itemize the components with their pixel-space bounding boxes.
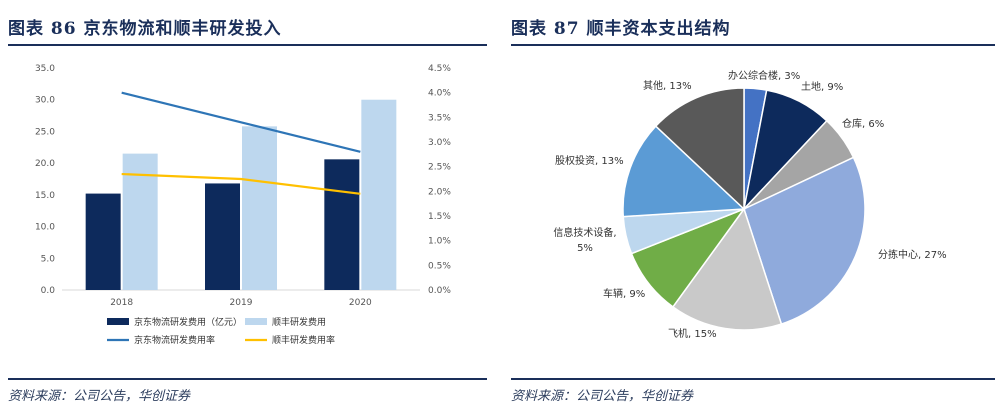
pie-slice-label: 其他, 13%: [643, 79, 692, 92]
left-chart-title: 图表 86 京东物流和顺丰研发投入: [8, 19, 282, 39]
jd-rd-expense-bar: [85, 193, 121, 290]
pie-slice: [743, 156, 866, 326]
left-chart-panel: 图表 86 京东物流和顺丰研发投入 0.0 5.0 10.0 15.0 20.0 25.0…: [0, 0, 487, 420]
sf-rd-expense-bar: [361, 99, 397, 290]
pie-slice-label: 车辆, 9%: [603, 287, 645, 300]
legend-swatch-sf-bar: [245, 318, 267, 325]
sf-rd-expense-bar: [242, 126, 277, 291]
legend-label-sf-line: 顺丰研发费用率: [272, 334, 335, 346]
x-axis-category-label: 2020: [349, 298, 372, 308]
x-axis-category-label: 2019: [230, 298, 253, 308]
legend-label-sf-bar: 顺丰研发费用: [272, 316, 326, 328]
rd-bar-line-chart: 0.0 5.0 10.0 15.0 20.0 25.0 30.0 35.0 0.0% 0.5% 1.…: [35, 64, 451, 346]
right-axis-tick-label: 0.0%: [428, 286, 451, 296]
left-axis-tick-label: 5.0: [41, 254, 56, 264]
pie-slice-label: 股权投资, 13%: [555, 154, 624, 167]
legend-label-jd-line: 京东物流研发费用率: [134, 334, 215, 346]
right-chart-panel: 图表 87 顺丰资本支出结构 办公综合楼, 3% 土地, 9% 仓库, 6% 分拣中心…: [503, 0, 995, 420]
left-source-rule: [8, 378, 487, 380]
right-chart-title: 图表 87 顺丰资本支出结构: [511, 19, 731, 39]
right-axis-tick-label: 3.5%: [428, 113, 451, 123]
pie-slice-label: 分拣中心, 27%: [878, 248, 947, 261]
pie-slice-label: 仓库, 6%: [842, 117, 884, 130]
right-axis-tick-label: 4.0%: [428, 89, 451, 99]
right-axis-tick-label: 1.5%: [428, 212, 451, 222]
left-axis-tick-label: 0.0: [41, 286, 56, 296]
left-axis-tick-label: 35.0: [35, 64, 55, 74]
left-title-rule: [8, 44, 487, 46]
right-axis-tick-label: 2.5%: [428, 163, 451, 173]
pie-slice-label: 飞机, 15%: [668, 327, 717, 340]
right-source-note: 资料来源：公司公告，华创证券: [511, 389, 694, 404]
right-axis-tick-label: 4.5%: [428, 64, 451, 74]
pie-slice-label: 办公综合楼, 3%: [728, 69, 800, 82]
jd-rd-expense-bar: [324, 159, 360, 290]
left-axis-tick-label: 10.0: [35, 223, 55, 233]
left-axis-tick-label: 25.0: [35, 127, 55, 137]
right-axis-tick-label: 3.0%: [428, 138, 451, 148]
x-axis-category-label: 2018: [110, 298, 133, 308]
right-title-rule: [511, 44, 995, 46]
pie-slice-label: 土地, 9%: [801, 80, 843, 93]
legend-label-jd-bar: 京东物流研发费用（亿元）: [134, 316, 242, 328]
left-source-note: 资料来源：公司公告，华创证券: [8, 389, 191, 404]
sf-rd-rate-line: [121, 172, 361, 195]
left-axis-tick-label: 30.0: [35, 96, 55, 106]
left-axis-tick-label: 15.0: [35, 191, 55, 201]
pie-slice-label: 信息技术设备, 5%: [553, 226, 616, 254]
right-axis-tick-label: 1.0%: [428, 237, 451, 247]
right-axis-tick-label: 0.5%: [428, 261, 451, 271]
legend-swatch-jd-bar: [107, 318, 129, 325]
right-axis-tick-label: 2.0%: [428, 187, 451, 197]
pie-slice: [622, 125, 746, 218]
capex-pie-chart: 办公综合楼, 3%土地, 9% 仓库, 6% 分拣中心, 27% 飞机, 15% 车辆,…: [553, 69, 947, 340]
pie-slice: [671, 207, 783, 331]
pie-slice: [654, 87, 745, 211]
right-source-rule: [511, 378, 995, 380]
jd-rd-expense-bar: [205, 183, 240, 290]
jd-rd-rate-line: [121, 91, 361, 153]
left-axis-tick-label: 20.0: [35, 159, 55, 169]
